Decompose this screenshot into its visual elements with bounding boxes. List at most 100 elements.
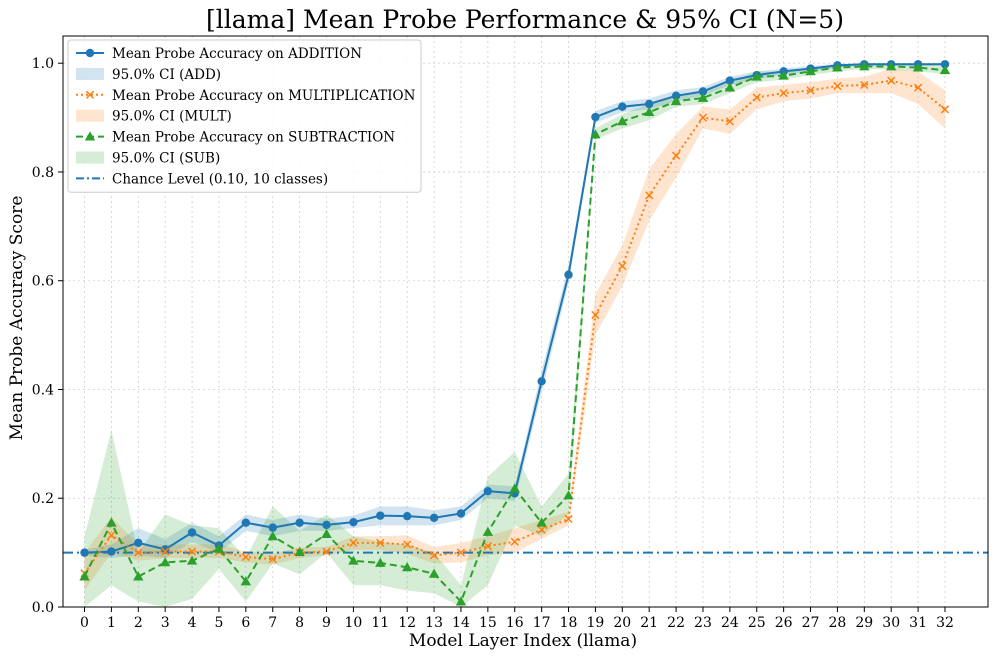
data-point-mult — [564, 514, 573, 524]
x-tick-label: 20 — [613, 615, 631, 631]
legend-box — [67, 39, 422, 193]
x-tick-label: 15 — [479, 615, 497, 631]
data-point-sub — [240, 576, 252, 586]
x-tick-label: 4 — [188, 615, 197, 631]
x-tick-label: 21 — [640, 615, 658, 631]
data-point-sub — [805, 66, 816, 76]
data-point-add — [429, 513, 439, 523]
data-point-sub — [724, 82, 736, 92]
x-tick-label: 24 — [721, 615, 739, 631]
data-point-mult — [645, 191, 654, 200]
x-tick-label: 12 — [398, 615, 416, 631]
x-tick-label: 8 — [295, 615, 304, 631]
data-point-mult — [456, 548, 466, 557]
x-tick-label: 27 — [802, 615, 820, 631]
legend-marker — [85, 90, 95, 99]
data-point-sub — [321, 528, 332, 539]
data-point-sub — [294, 546, 305, 556]
data-point-sub — [939, 65, 951, 75]
data-point-sub — [832, 62, 843, 72]
y-axis-label: Mean Probe Accuracy Score — [7, 196, 27, 441]
legend-label: Mean Probe Accuracy on SUBTRACTION — [112, 130, 395, 146]
data-point-add — [80, 548, 89, 557]
data-point-sub — [590, 129, 601, 139]
legend-label: 95.0% CI (SUB) — [112, 151, 220, 167]
data-point-sub — [186, 555, 198, 565]
data-point-mult — [483, 541, 492, 551]
legend-patch — [76, 67, 104, 80]
x-tick-label: 28 — [829, 615, 847, 631]
data-point-mult — [671, 151, 681, 160]
legend-patch — [76, 109, 104, 122]
data-point-add — [564, 270, 573, 279]
data-point-add — [483, 486, 493, 496]
axes — [62, 35, 989, 608]
data-point-sub — [563, 490, 574, 500]
data-point-add — [591, 112, 600, 122]
data-point-mult — [833, 81, 842, 91]
data-point-add — [698, 87, 708, 96]
plot-frame — [62, 35, 989, 608]
series-lines — [79, 60, 951, 606]
x-tick-label: 31 — [909, 615, 927, 631]
x-tick-label: 18 — [560, 615, 578, 631]
data-point-sub — [617, 116, 628, 126]
x-tick-label: 6 — [241, 615, 250, 631]
data-point-sub — [106, 517, 117, 527]
data-point-add — [618, 102, 627, 111]
legend-label: Chance Level (0.10, 10 classes) — [112, 171, 328, 187]
data-point-mult — [860, 80, 869, 90]
data-point-mult — [241, 552, 250, 562]
data-point-mult — [618, 261, 627, 271]
data-point-mult — [161, 547, 170, 556]
x-tick-label: 9 — [322, 615, 331, 631]
data-point-mult — [510, 537, 519, 546]
x-tick-label: 17 — [533, 615, 551, 631]
legend-label: 95.0% CI (ADD) — [112, 67, 221, 83]
data-point-add — [537, 377, 546, 386]
data-point-add — [644, 99, 654, 109]
x-tick-label: 29 — [855, 615, 873, 631]
data-point-mult — [591, 310, 600, 320]
data-point-add — [402, 511, 412, 521]
data-point-mult — [806, 86, 815, 95]
data-point-mult — [268, 555, 277, 564]
data-point-sub — [375, 557, 386, 567]
x-tick-label: 1 — [107, 615, 116, 631]
data-point-sub — [267, 531, 278, 541]
data-point-add — [349, 517, 358, 527]
x-tick-label: 0 — [80, 615, 89, 631]
data-point-mult — [913, 83, 923, 92]
data-point-sub — [133, 571, 144, 581]
y-tick-label: 0.4 — [32, 382, 54, 398]
data-point-sub — [751, 71, 762, 81]
x-axis-label: Model Layer Index (llama) — [409, 631, 637, 651]
data-point-sub — [213, 543, 225, 553]
data-point-add — [241, 518, 251, 527]
x-tick-label: 19 — [586, 615, 604, 631]
data-point-mult — [107, 531, 116, 540]
x-tick-label: 5 — [214, 615, 223, 631]
data-point-mult — [752, 93, 761, 102]
x-tick-label: 2 — [134, 615, 143, 631]
data-point-sub — [428, 568, 440, 578]
data-point-add — [160, 545, 170, 554]
y-tick-label: 0.0 — [32, 600, 54, 616]
data-point-add — [187, 528, 197, 537]
data-point-sub — [912, 62, 924, 72]
x-tick-label: 26 — [775, 615, 793, 631]
data-point-sub — [885, 61, 897, 71]
data-point-mult — [349, 538, 358, 547]
legend-label: 95.0% CI (MULT) — [112, 109, 232, 125]
data-point-sub — [643, 106, 655, 117]
y-tick-label: 0.2 — [32, 491, 54, 507]
x-tick-label: 32 — [936, 615, 954, 631]
data-point-sub — [778, 70, 789, 80]
data-point-mult — [187, 547, 197, 556]
x-tick-label: 10 — [344, 615, 362, 631]
data-point-sub — [348, 555, 359, 565]
data-point-mult — [779, 88, 788, 98]
data-point-sub — [859, 61, 870, 71]
data-point-add — [671, 91, 681, 101]
